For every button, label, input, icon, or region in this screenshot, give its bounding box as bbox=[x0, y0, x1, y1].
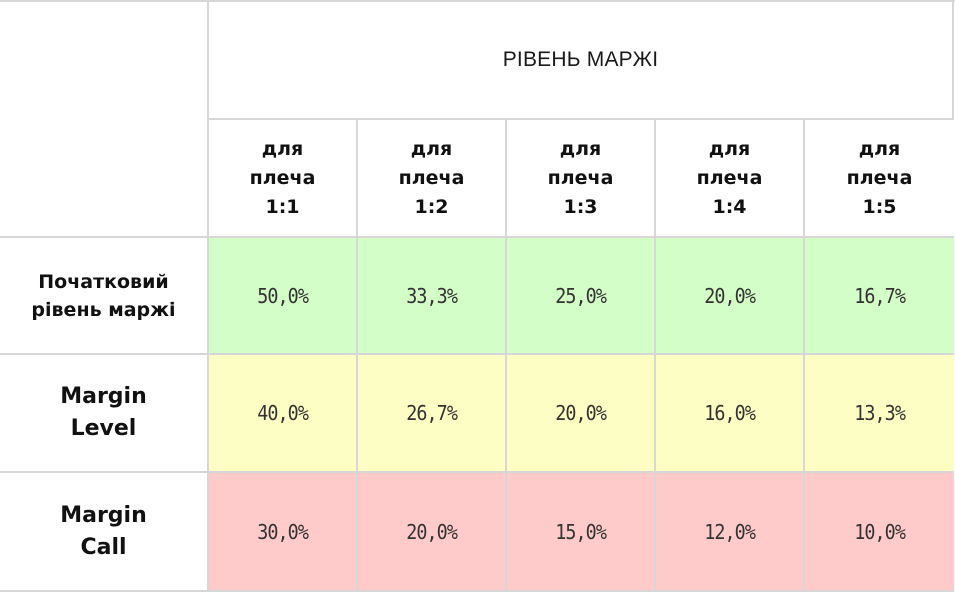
leverage-header-1-3: для плеча 1:3 bbox=[507, 120, 656, 238]
table-cell: 13,3% bbox=[805, 355, 954, 473]
table-cell: 26,7% bbox=[358, 355, 507, 473]
cell-value: 20,0% bbox=[704, 283, 756, 308]
table-cell: 10,0% bbox=[805, 473, 954, 592]
table-cell: 33,3% bbox=[358, 238, 507, 355]
cell-value: 20,0% bbox=[406, 519, 458, 544]
cell-value: 12,0% bbox=[704, 519, 756, 544]
table-cell: 50,0% bbox=[209, 238, 358, 355]
table-cell: 20,0% bbox=[358, 473, 507, 592]
leverage-header-1-4: для плеча 1:4 bbox=[656, 120, 805, 238]
leverage-label: для плеча 1:3 bbox=[547, 137, 614, 218]
cell-value: 16,7% bbox=[854, 283, 906, 308]
cell-value: 50,0% bbox=[257, 283, 309, 308]
row-label: Margin Call bbox=[60, 502, 147, 560]
table-cell: 20,0% bbox=[656, 238, 805, 355]
table-cell: 25,0% bbox=[507, 238, 656, 355]
table-cell: 20,0% bbox=[507, 355, 656, 473]
cell-value: 20,0% bbox=[555, 401, 607, 425]
table-cell: 15,0% bbox=[507, 473, 656, 592]
cell-value: 33,3% bbox=[406, 283, 458, 308]
leverage-label: для плеча 1:4 bbox=[696, 137, 763, 218]
cell-value: 30,0% bbox=[257, 519, 309, 544]
cell-value: 13,3% bbox=[854, 401, 906, 425]
leverage-label: для плеча 1:2 bbox=[398, 137, 465, 218]
row-label: Початковий рівень маржі bbox=[31, 270, 176, 321]
table-cell: 12,0% bbox=[656, 473, 805, 592]
cell-value: 16,0% bbox=[704, 401, 756, 425]
leverage-header-1-1: для плеча 1:1 bbox=[209, 120, 358, 238]
table-cell: 40,0% bbox=[209, 355, 358, 473]
cell-value: 10,0% bbox=[854, 519, 906, 544]
leverage-header-1-2: для плеча 1:2 bbox=[358, 120, 507, 238]
leverage-label: для плеча 1:5 bbox=[846, 137, 913, 218]
table-corner-empty bbox=[0, 2, 209, 238]
leverage-label: для плеча 1:1 bbox=[249, 137, 316, 218]
row-label-initial-margin: Початковий рівень маржі bbox=[0, 238, 209, 355]
cell-value: 40,0% bbox=[257, 401, 309, 425]
row-label: Margin Level bbox=[60, 384, 147, 441]
table-cell: 16,7% bbox=[805, 238, 954, 355]
table-cell: 30,0% bbox=[209, 473, 358, 592]
table-cell: 16,0% bbox=[656, 355, 805, 473]
cell-value: 26,7% bbox=[406, 401, 458, 425]
cell-value: 15,0% bbox=[555, 519, 607, 544]
leverage-header-1-5: для плеча 1:5 bbox=[805, 120, 954, 238]
row-label-margin-level: Margin Level bbox=[0, 355, 209, 473]
row-label-margin-call: Margin Call bbox=[0, 473, 209, 592]
cell-value: 25,0% bbox=[555, 283, 607, 308]
table-title: РІВЕНЬ МАРЖІ bbox=[209, 2, 954, 120]
